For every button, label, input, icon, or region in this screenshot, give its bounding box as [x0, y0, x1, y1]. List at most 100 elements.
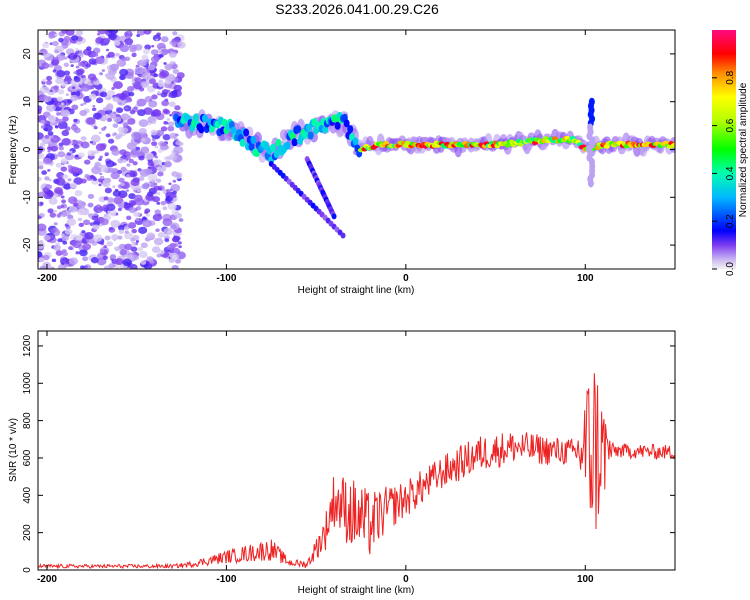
spectrogram-blob: [149, 259, 155, 264]
spectrogram-blob: [142, 216, 147, 220]
spectrogram-blob: [153, 237, 164, 246]
spectrogram-blob: [46, 104, 56, 112]
spectrogram-blob: [88, 58, 97, 65]
spectrogram-blob: [105, 104, 114, 111]
spectrogram-blob: [94, 149, 100, 154]
spectrogram-blob: [132, 173, 136, 177]
spectrogram-blob: [157, 232, 165, 238]
spectrogram-blob: [38, 223, 47, 232]
spectrogram-blob: [56, 112, 61, 116]
spectrogram-blob: [66, 218, 77, 226]
spectrogram-blob: [63, 62, 70, 67]
spectrogram-blob: [55, 107, 60, 111]
spectrogram-blob: [118, 243, 127, 251]
spectrogram-ridge-cell: [239, 138, 246, 147]
spectrogram-blob: [73, 144, 80, 149]
spectrogram-x-ticks: -200 -100 0 100: [37, 30, 594, 284]
snr-frame: [37, 330, 676, 571]
spectrogram-blob: [91, 166, 101, 175]
spectrogram-blob: [99, 155, 103, 159]
spectrogram-blob: [151, 222, 156, 226]
spectrogram-blob: [143, 107, 153, 115]
spectrogram-blob: [117, 235, 123, 240]
spectrogram-blob: [168, 101, 176, 108]
spectrogram-blob: [153, 185, 160, 191]
spectrogram-blob: [142, 48, 150, 55]
spectrogram-blob: [66, 99, 73, 104]
spectrogram-blob: [52, 69, 57, 73]
spectrogram-blob: [91, 107, 97, 112]
spectrogram-blob: [160, 48, 169, 55]
y-tick-label: 600: [22, 449, 33, 466]
colorbar-tick-label: 0.2: [725, 214, 736, 228]
spectrogram-blob: [38, 201, 44, 206]
spectrogram-blob: [99, 249, 105, 253]
spectrogram-blob: [167, 125, 175, 132]
spectrogram-blob: [61, 199, 67, 204]
spectrogram-blob: [86, 46, 92, 51]
spectrogram-blob: [75, 154, 79, 158]
spectrogram-blob: [155, 38, 159, 41]
spectrogram-blob: [75, 251, 80, 255]
spectrogram-blob: [69, 182, 77, 189]
x-tick-label: 100: [577, 273, 594, 284]
spectrogram-blob: [49, 234, 55, 240]
spectrogram-blob: [160, 126, 168, 132]
spectrogram-blob: [131, 131, 141, 140]
spectrogram-blob: [92, 224, 100, 230]
spectrogram-blob: [42, 78, 47, 82]
spectrogram-blob: [38, 215, 42, 220]
spectrogram-blob: [140, 260, 147, 265]
spectrogram-blob: [156, 129, 165, 137]
spectrogram-marks: [38, 30, 675, 269]
spectrogram-blob: [138, 155, 145, 161]
spectrogram-blob: [80, 136, 87, 141]
spectrogram-blob: [78, 81, 83, 85]
spectrogram-blob: [169, 61, 175, 65]
spectrogram-blob: [111, 212, 116, 217]
spectrogram-blob: [42, 42, 50, 49]
spectrogram-blob: [53, 59, 60, 64]
spectrogram-ridge-cell: [198, 125, 205, 134]
spectrogram-blob: [80, 103, 84, 107]
spectrogram-blob: [67, 178, 72, 182]
spectrogram-blob: [56, 214, 62, 218]
spectrogram-blob: [68, 257, 79, 265]
spectrogram-blob: [89, 222, 95, 226]
y-tick-label: 1200: [22, 334, 33, 357]
spectrogram-blob: [135, 217, 140, 221]
spectrogram-blob: [175, 133, 179, 137]
spectrogram-blob: [98, 206, 105, 212]
spectrogram-blob: [47, 150, 51, 153]
spectrogram-blob: [70, 124, 79, 131]
spectrogram-blob: [160, 36, 169, 43]
spectrogram-blob: [63, 183, 72, 190]
spectrogram-blob: [115, 52, 121, 57]
spectrogram-blob: [147, 64, 156, 71]
spectrogram-blob: [163, 227, 173, 236]
spectrogram-blob: [46, 80, 53, 85]
spectrogram-blob: [160, 92, 168, 98]
spectrogram-blob: [80, 178, 87, 184]
spectrogram-blob: [162, 206, 168, 211]
spectrogram-blob: [118, 203, 126, 209]
spectrogram-blob: [164, 238, 170, 242]
spectrogram-blob: [170, 184, 181, 192]
spectrogram-blob: [162, 133, 171, 141]
spectrogram-blob: [120, 194, 125, 199]
colorbar-tick-label: 0.4: [725, 166, 736, 180]
spectrogram-blob: [133, 211, 141, 217]
spectrogram-blob: [60, 166, 68, 172]
spectrogram-blob: [100, 242, 105, 246]
spectrogram-blob: [165, 195, 173, 202]
spectrogram-blob: [167, 121, 175, 127]
spectrogram-blob: [100, 218, 109, 226]
spectrogram-blob: [141, 54, 149, 61]
spectrogram-blob: [65, 93, 69, 96]
spectrogram-blob: [123, 201, 128, 205]
spectrogram-blob: [147, 173, 158, 182]
spectrogram-blob: [124, 106, 129, 110]
spectrogram-blob: [90, 86, 94, 90]
spectrogram-blob: [163, 120, 168, 125]
spectrogram-ridge-cell: [334, 121, 341, 130]
